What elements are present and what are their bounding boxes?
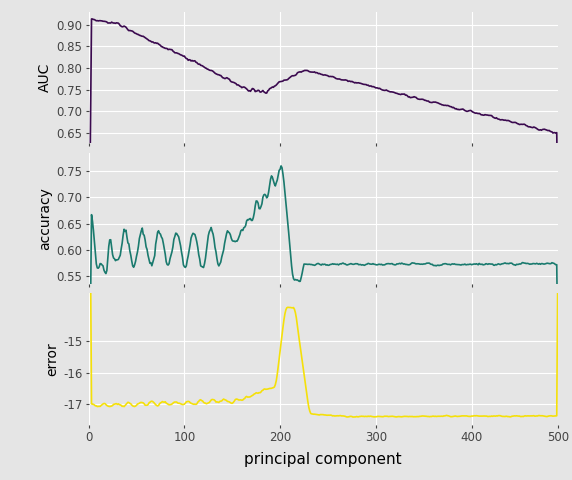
Y-axis label: accuracy: accuracy — [38, 187, 52, 250]
X-axis label: principal component: principal component — [244, 452, 402, 468]
Y-axis label: error: error — [45, 342, 59, 376]
Y-axis label: AUC: AUC — [38, 63, 52, 93]
